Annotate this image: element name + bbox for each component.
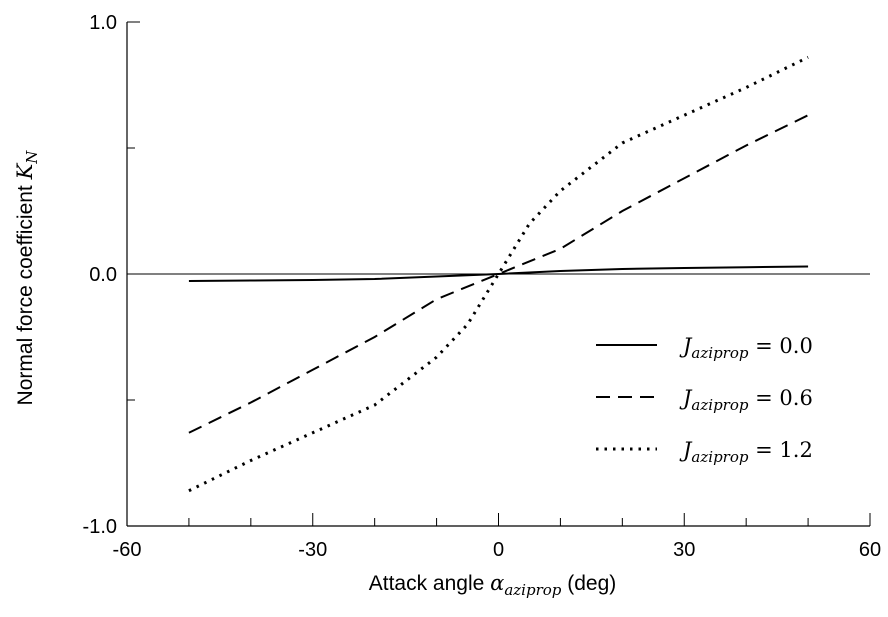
y-tick-label: -1.0 [83, 516, 117, 538]
legend: Jaziprop = 0.0 Jaziprop = 0.6 Jaziprop = 1… [596, 334, 813, 466]
series-line-solid [188, 265, 809, 283]
y-tick-label: 1.0 [89, 12, 117, 34]
series-line-dashed [188, 114, 809, 434]
ticks: -60 -30 0 30 60 -1.0 0.0 1.0 [83, 12, 882, 561]
legend-label: Jaziprop = 0.6 [679, 386, 813, 414]
x-tick-label: 0 [493, 539, 504, 561]
x-tick-label: 30 [673, 539, 695, 561]
legend-label: Jaziprop = 0.0 [679, 334, 813, 362]
x-tick-label: -30 [298, 539, 327, 561]
y-tick-label: 0.0 [89, 264, 117, 286]
x-axis-title: Attack angle αaziprop (deg) [369, 571, 617, 599]
x-tick-label: -60 [113, 539, 142, 561]
series-line-dotted [188, 55, 809, 493]
series-group [188, 55, 809, 493]
x-tick-label: 60 [859, 539, 881, 561]
legend-label: Jaziprop = 1.2 [679, 438, 813, 466]
y-axis-title: Normal force coefficient KN [13, 150, 41, 406]
